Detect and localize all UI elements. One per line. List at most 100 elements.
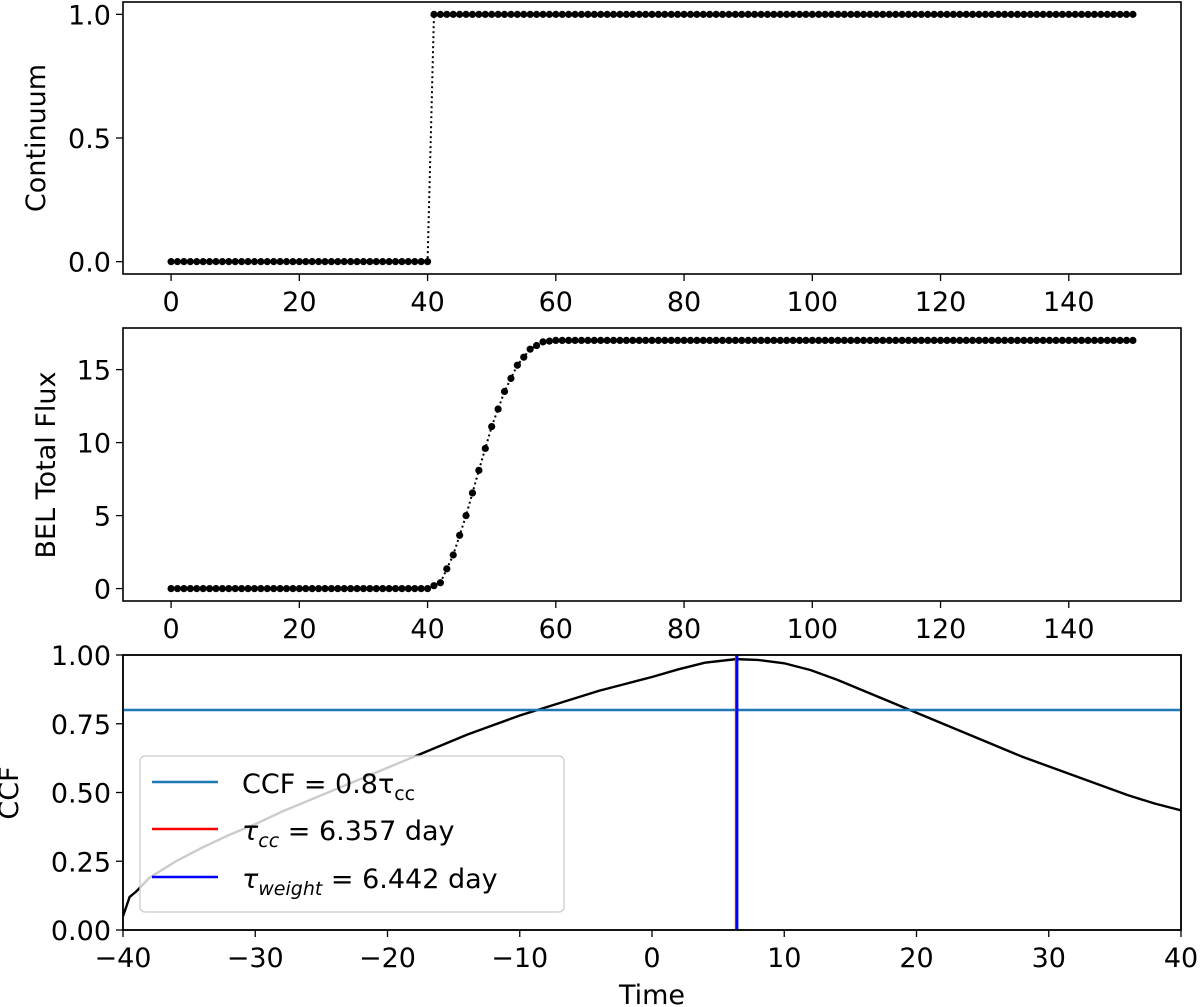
bel-flux-point <box>1013 336 1022 345</box>
continuum-point <box>571 10 579 18</box>
continuum-point <box>629 10 637 18</box>
bel-flux-point <box>539 338 547 346</box>
legend-label-tail: = 6.442 day <box>322 864 497 895</box>
bel-flux-point <box>244 584 252 593</box>
continuum-point <box>1097 10 1105 18</box>
continuum-point <box>1052 10 1060 18</box>
bel-flux-point <box>603 336 611 345</box>
continuum-point <box>539 10 547 18</box>
legend-label: CCF = 0.8τcc <box>242 769 415 805</box>
bel-flux-point <box>994 336 1002 345</box>
bel-flux-point <box>725 336 733 345</box>
bel-flux-point <box>699 336 707 345</box>
continuum-point <box>1013 10 1022 18</box>
bel-flux-point <box>443 565 451 573</box>
continuum-point <box>532 10 541 18</box>
y-tick-label: 5 <box>94 502 111 533</box>
continuum-point <box>359 258 368 266</box>
bel-flux-point <box>423 584 432 593</box>
bel-flux-point <box>1129 336 1137 345</box>
bel-flux-point <box>904 336 913 345</box>
continuum-point <box>1065 10 1073 18</box>
continuum-point <box>609 10 618 18</box>
bel-flux-point <box>584 336 592 345</box>
continuum-point <box>295 258 303 266</box>
x-tick-label: 20 <box>899 943 933 974</box>
continuum-point <box>866 10 874 18</box>
continuum-point <box>327 258 335 266</box>
bel-flux-point <box>180 584 188 593</box>
legend-label-sub: cc <box>394 783 415 805</box>
continuum-point <box>250 258 259 266</box>
bel-flux-point <box>917 336 925 345</box>
continuum-point <box>257 258 265 266</box>
continuum-point <box>847 10 855 18</box>
bel-flux-line <box>171 339 1133 590</box>
continuum-point <box>404 258 412 266</box>
continuum-point <box>674 10 682 18</box>
continuum-point <box>776 10 784 18</box>
y-tick-label: 0.5 <box>68 124 111 155</box>
bel-flux-point <box>193 584 201 593</box>
bel-flux-point <box>218 584 226 593</box>
bel-flux-point <box>783 336 791 345</box>
continuum-panel: 0 20 40 60 80 100 120 140 0.0 0.5 1.0 Continuum <box>21 0 1182 318</box>
continuum-point <box>956 10 964 18</box>
continuum-point <box>225 258 233 266</box>
bel-flux-point <box>1058 336 1066 345</box>
continuum-point <box>641 10 650 18</box>
continuum-point <box>911 10 919 18</box>
continuum-point <box>744 10 752 18</box>
bel-flux-point <box>475 466 483 474</box>
continuum-point <box>1071 10 1079 18</box>
bel-flux-point <box>956 336 964 345</box>
continuum-point <box>597 10 605 18</box>
continuum-point <box>706 10 714 18</box>
y-tick-label: 0 <box>94 575 111 606</box>
bel-flux-point <box>1110 336 1118 345</box>
bel-flux-point <box>167 584 175 593</box>
continuum-point <box>936 10 945 18</box>
bel-flux-point <box>1090 336 1099 345</box>
bel-flux-point <box>738 336 746 345</box>
bel-flux-point <box>1001 336 1009 345</box>
x-tick-label: 140 <box>1043 287 1095 318</box>
continuum-point <box>314 258 323 266</box>
y-tick-label: 0.50 <box>51 779 111 810</box>
continuum-point <box>648 10 656 18</box>
bel-flux-point <box>590 336 598 345</box>
bel-flux-point <box>186 584 194 593</box>
continuum-point <box>860 10 868 18</box>
continuum-point <box>1110 10 1118 18</box>
continuum-point <box>167 258 175 266</box>
bel-flux-point <box>481 444 489 453</box>
y-tick-label: 10 <box>77 429 111 460</box>
continuum-point <box>398 258 406 266</box>
continuum-point <box>423 258 432 266</box>
bel-flux-point <box>1007 336 1015 345</box>
continuum-point <box>969 10 977 18</box>
bel-flux-point <box>879 336 887 345</box>
continuum-point <box>1033 10 1041 18</box>
continuum-point <box>558 10 566 18</box>
bel-flux-point <box>789 336 797 345</box>
x-tick-label: 0 <box>643 943 660 974</box>
bel-flux-point <box>847 336 855 345</box>
continuum-point <box>1084 10 1092 18</box>
bel-flux-point <box>1065 336 1073 345</box>
continuum-point <box>205 258 214 266</box>
bel-flux-point <box>205 584 214 593</box>
bel-flux-point <box>391 584 400 593</box>
bel-flux-point <box>744 336 752 345</box>
bel-flux-point <box>924 336 932 345</box>
x-tick-label: 0 <box>162 287 179 318</box>
bel-flux-point <box>629 336 637 345</box>
bel-flux-point <box>962 336 970 345</box>
y-axis-label: CCF <box>0 766 25 819</box>
continuum-point <box>456 10 464 18</box>
bel-flux-point <box>936 336 945 345</box>
x-tick-label: 60 <box>539 614 573 645</box>
continuum-point <box>231 258 239 266</box>
y-tick-label: 0.0 <box>68 248 111 279</box>
